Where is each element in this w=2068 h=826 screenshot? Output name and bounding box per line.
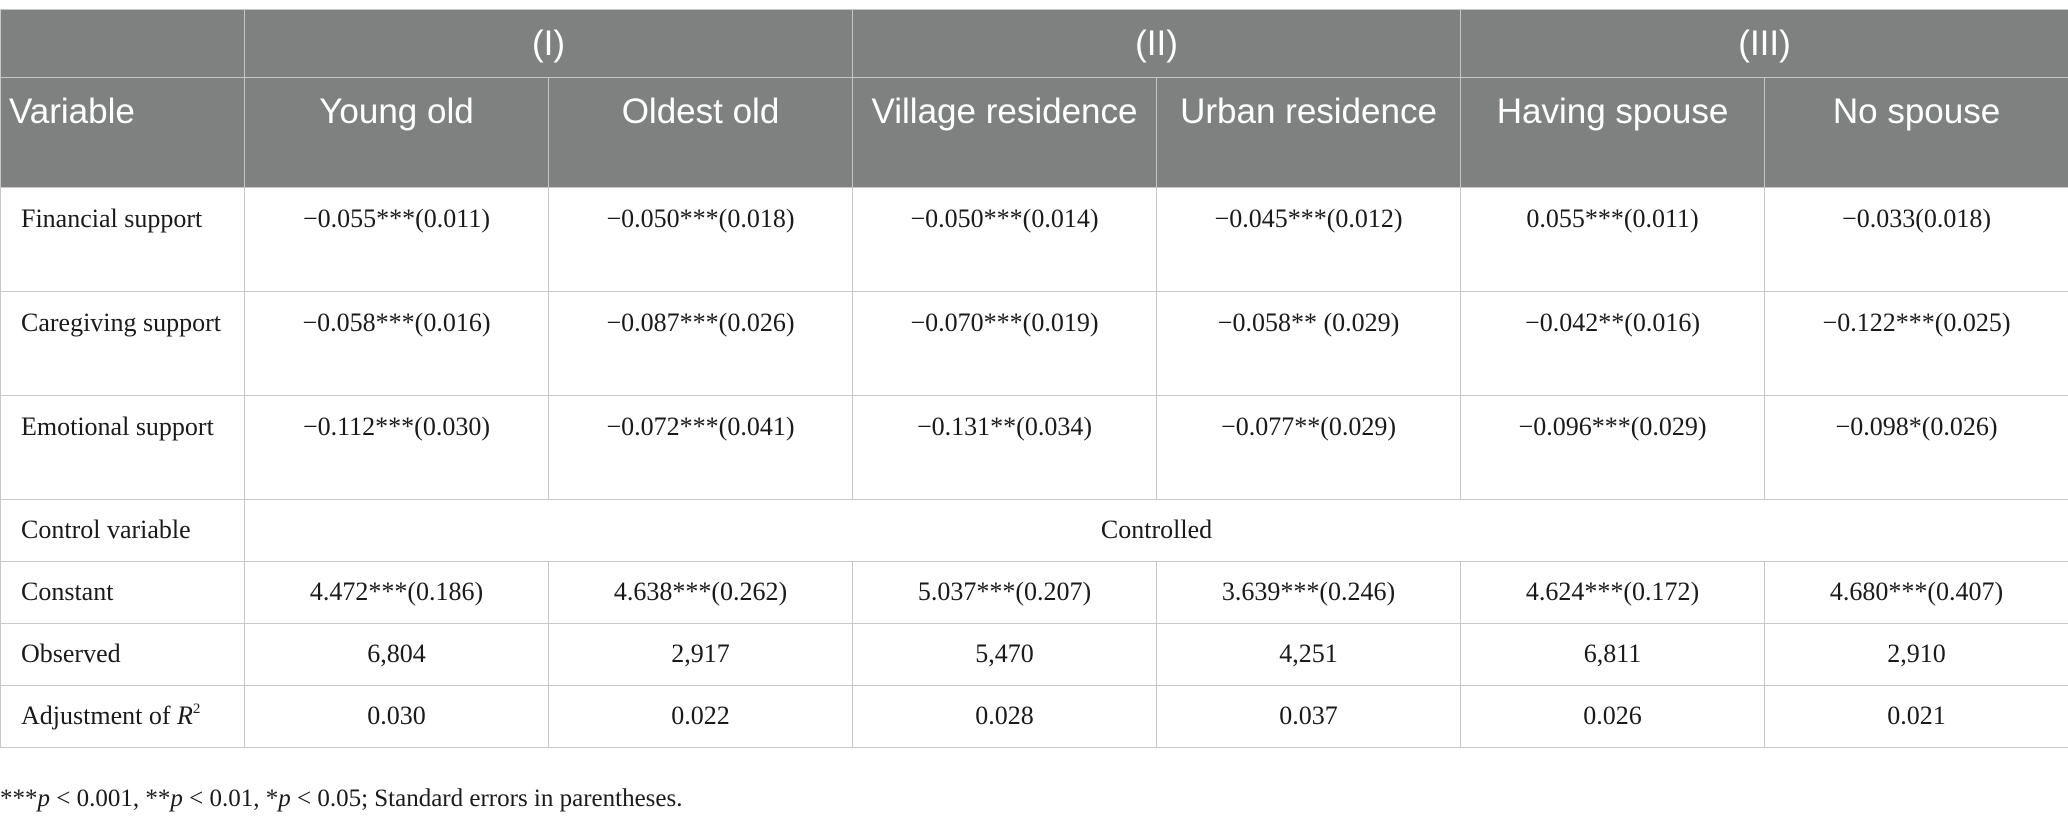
table-cell: 0.022 — [547, 685, 854, 748]
table-header: (I) (II) (III) Variable Young old Oldest… — [0, 9, 2068, 188]
r-symbol: R — [177, 701, 193, 730]
table-cell: 3.639***(0.246) — [1156, 561, 1462, 624]
column-header-no-spouse: No spouse — [1764, 77, 2068, 188]
table-row-control-variable: Control variable Controlled — [0, 499, 2068, 562]
table-cell: −0.045***(0.012) — [1156, 187, 1462, 292]
footnote-p: p — [37, 785, 51, 812]
footnote-p: p — [170, 785, 183, 812]
column-header-village-residence: Village residence — [852, 77, 1158, 188]
footnote-part: < 0.05; Standard errors in parentheses. — [290, 785, 683, 812]
table-cell: −0.096***(0.029) — [1460, 395, 1766, 500]
table-cell: −0.058** (0.029) — [1156, 291, 1462, 396]
table-cell: −0.087***(0.026) — [547, 291, 854, 396]
table-row-financial-support: Financial support −0.055***(0.011) −0.05… — [0, 187, 2068, 292]
table-cell: 0.026 — [1460, 685, 1766, 748]
column-header-row: Variable Young old Oldest old Village re… — [0, 77, 2068, 188]
group-header-empty — [0, 9, 245, 78]
table-row-emotional-support: Emotional support −0.112***(0.030) −0.07… — [0, 395, 2068, 500]
group-header-model-2: (II) — [852, 9, 1462, 78]
column-header-oldest-old: Oldest old — [547, 77, 854, 188]
table-cell: −0.122***(0.025) — [1764, 291, 2068, 396]
table-cell: 4.624***(0.172) — [1460, 561, 1766, 624]
table-row-caregiving-support: Caregiving support −0.058***(0.016) −0.0… — [0, 291, 2068, 396]
table-cell: −0.050***(0.018) — [547, 187, 854, 292]
table-cell: −0.077**(0.029) — [1156, 395, 1462, 500]
table-cell: 2,917 — [547, 623, 854, 686]
table-cell: −0.112***(0.030) — [244, 395, 549, 500]
table-cell: 2,910 — [1764, 623, 2068, 686]
footnote-part: < 0.001, ** — [50, 785, 171, 812]
table-cell: 4.680***(0.407) — [1764, 561, 2068, 624]
row-label-text: Adjustment of — [21, 701, 177, 730]
table-cell: 0.021 — [1764, 685, 2068, 748]
row-label: Caregiving support — [0, 291, 245, 396]
group-header-model-1: (I) — [243, 9, 854, 78]
table-row-adjusted-r2: Adjustment of R2 0.030 0.022 0.028 0.037… — [0, 685, 2068, 748]
table-cell: −0.055***(0.011) — [244, 187, 549, 292]
table-cell: −0.050***(0.014) — [852, 187, 1158, 292]
table-cell: 0.030 — [244, 685, 549, 748]
table-cell: 4,251 — [1156, 623, 1462, 686]
table-cell: 5.037***(0.207) — [852, 561, 1158, 624]
table-cell: 0.028 — [852, 685, 1158, 748]
group-header-row: (I) (II) (III) — [0, 9, 2068, 78]
table-body: Financial support −0.055***(0.011) −0.05… — [0, 187, 2068, 748]
footnote-part: *** — [0, 785, 38, 812]
row-label: Emotional support — [0, 395, 245, 500]
table-cell: 4.472***(0.186) — [244, 561, 549, 624]
column-header-having-spouse: Having spouse — [1460, 77, 1766, 188]
r-superscript: 2 — [192, 701, 201, 717]
table-cell: −0.072***(0.041) — [547, 395, 854, 500]
table-row-constant: Constant 4.472***(0.186) 4.638***(0.262)… — [0, 561, 2068, 624]
row-label: Control variable — [0, 499, 245, 562]
column-header-young-old: Young old — [244, 77, 549, 188]
table-cell: 6,804 — [244, 623, 549, 686]
table-cell: 0.055***(0.011) — [1460, 187, 1766, 292]
results-table: (I) (II) (III) Variable Young old Oldest… — [0, 9, 2068, 748]
table-cell: 5,470 — [852, 623, 1158, 686]
group-header-model-3: (III) — [1460, 9, 2068, 78]
table-cell: −0.058***(0.016) — [244, 291, 549, 396]
table-footnote: ***p < 0.001, **p < 0.01, *p < 0.05; Sta… — [0, 785, 2068, 813]
table-cell: −0.131**(0.034) — [852, 395, 1158, 500]
column-header-variable: Variable — [0, 77, 245, 188]
row-label: Adjustment of R2 — [0, 685, 245, 748]
column-header-urban-residence: Urban residence — [1156, 77, 1462, 188]
table-row-observed: Observed 6,804 2,917 5,470 4,251 6,811 2… — [0, 623, 2068, 686]
table-cell: 0.037 — [1156, 685, 1462, 748]
table-cell: −0.042**(0.016) — [1460, 291, 1766, 396]
table-cell: −0.033(0.018) — [1764, 187, 2068, 292]
table-cell: −0.098*(0.026) — [1764, 395, 2068, 500]
results-table-container: (I) (II) (III) Variable Young old Oldest… — [0, 9, 2068, 748]
row-label: Observed — [0, 623, 245, 686]
row-label: Financial support — [0, 187, 245, 292]
row-label: Constant — [0, 561, 245, 624]
table-cell: 4.638***(0.262) — [547, 561, 854, 624]
controlled-cell: Controlled — [243, 499, 2068, 562]
footnote-part: < 0.01, * — [182, 785, 279, 812]
table-cell: 6,811 — [1460, 623, 1766, 686]
footnote-p: p — [278, 785, 291, 812]
table-cell: −0.070***(0.019) — [852, 291, 1158, 396]
